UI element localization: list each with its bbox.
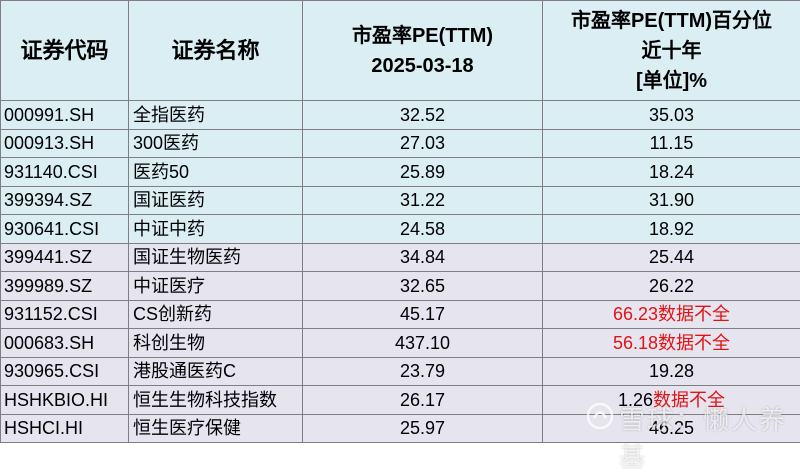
cell-percentile: 66.23数据不全 [543,300,800,329]
cell-pe: 31.22 [303,186,543,215]
percentile-value: 35.03 [649,105,694,125]
cell-pe: 437.10 [303,329,543,358]
header-pe-date: 2025-03-18 [303,51,542,81]
cell-code: 930965.CSI [1,357,129,386]
cell-code: 399989.SZ [1,272,129,301]
header-percentile: 市盈率PE(TTM)百分位 近十年 [单位]% [543,1,800,101]
cell-percentile: 35.03 [543,101,800,130]
cell-name: 科创生物 [129,329,303,358]
cell-percentile: 11.15 [543,129,800,158]
cell-name: 国证医药 [129,186,303,215]
cell-pe: 45.17 [303,300,543,329]
cell-pe: 27.03 [303,129,543,158]
cell-percentile: 19.28 [543,357,800,386]
header-pe-title: 市盈率PE(TTM) [303,21,542,51]
cell-code: 000683.SH [1,329,129,358]
header-percentile-unit: [单位]% [543,66,800,96]
table-row: HSHKBIO.HI 恒生生物科技指数 26.17 1.26数据不全 [1,386,800,415]
table-row: 931140.CSI 医药50 25.89 18.24 [1,158,800,187]
header-percentile-title: 市盈率PE(TTM)百分位 [543,6,800,36]
cell-name: 全指医药 [129,101,303,130]
cell-code: 931152.CSI [1,300,129,329]
cell-pe: 25.97 [303,414,543,443]
data-incomplete-note: 数据不全 [653,390,725,410]
header-name: 证券名称 [129,1,303,101]
percentile-value: 26.22 [649,276,694,296]
table-row: 399989.SZ 中证医疗 32.65 26.22 [1,272,800,301]
valuation-table: 证券代码 证券名称 市盈率PE(TTM) 2025-03-18 市盈率PE(TT… [0,0,800,443]
cell-name: 港股通医药C [129,357,303,386]
cell-percentile: 25.44 [543,243,800,272]
cell-code: 000991.SH [1,101,129,130]
cell-percentile: 1.26数据不全 [543,386,800,415]
percentile-value: 18.92 [649,219,694,239]
cell-pe: 32.65 [303,272,543,301]
cell-name: 300医药 [129,129,303,158]
cell-code: HSHCI.HI [1,414,129,443]
cell-name: 国证生物医药 [129,243,303,272]
percentile-value: 46.25 [649,418,694,438]
percentile-value: 19.28 [649,361,694,381]
table-row: 931152.CSI CS创新药 45.17 66.23数据不全 [1,300,800,329]
percentile-value: 11.15 [650,133,694,153]
cell-code: 399394.SZ [1,186,129,215]
cell-percentile: 56.18数据不全 [543,329,800,358]
table-row: 399441.SZ 国证生物医药 34.84 25.44 [1,243,800,272]
table-row: 930965.CSI 港股通医药C 23.79 19.28 [1,357,800,386]
cell-pe: 25.89 [303,158,543,187]
table-row: 000683.SH 科创生物 437.10 56.18数据不全 [1,329,800,358]
cell-code: 930641.CSI [1,215,129,244]
cell-percentile: 18.92 [543,215,800,244]
percentile-value: 66.23 [613,304,658,324]
cell-pe: 24.58 [303,215,543,244]
table-row: 930641.CSI 中证中药 24.58 18.92 [1,215,800,244]
data-incomplete-note: 数据不全 [658,333,730,353]
cell-name: 中证中药 [129,215,303,244]
cell-code: 399441.SZ [1,243,129,272]
data-incomplete-note: 数据不全 [658,304,730,324]
header-code: 证券代码 [1,1,129,101]
cell-code: HSHKBIO.HI [1,386,129,415]
cell-code: 000913.SH [1,129,129,158]
cell-name: 医药50 [129,158,303,187]
cell-pe: 34.84 [303,243,543,272]
cell-pe: 32.52 [303,101,543,130]
cell-percentile: 31.90 [543,186,800,215]
percentile-value: 18.24 [649,162,694,182]
percentile-value: 56.18 [613,333,658,353]
cell-pe: 23.79 [303,357,543,386]
table-row: 399394.SZ 国证医药 31.22 31.90 [1,186,800,215]
header-row: 证券代码 证券名称 市盈率PE(TTM) 2025-03-18 市盈率PE(TT… [1,1,800,101]
percentile-value: 31.90 [649,190,694,210]
cell-pe: 26.17 [303,386,543,415]
percentile-value: 1.26 [618,390,653,410]
cell-percentile: 46.25 [543,414,800,443]
table-row: HSHCI.HI 恒生医疗保健 25.97 46.25 [1,414,800,443]
table-row: 000913.SH 300医药 27.03 11.15 [1,129,800,158]
header-pe: 市盈率PE(TTM) 2025-03-18 [303,1,543,101]
cell-code: 931140.CSI [1,158,129,187]
percentile-value: 25.44 [649,247,694,267]
cell-name: 恒生生物科技指数 [129,386,303,415]
cell-percentile: 26.22 [543,272,800,301]
table-row: 000991.SH 全指医药 32.52 35.03 [1,101,800,130]
cell-name: 中证医疗 [129,272,303,301]
cell-name: CS创新药 [129,300,303,329]
cell-percentile: 18.24 [543,158,800,187]
header-percentile-period: 近十年 [543,36,800,66]
cell-name: 恒生医疗保健 [129,414,303,443]
